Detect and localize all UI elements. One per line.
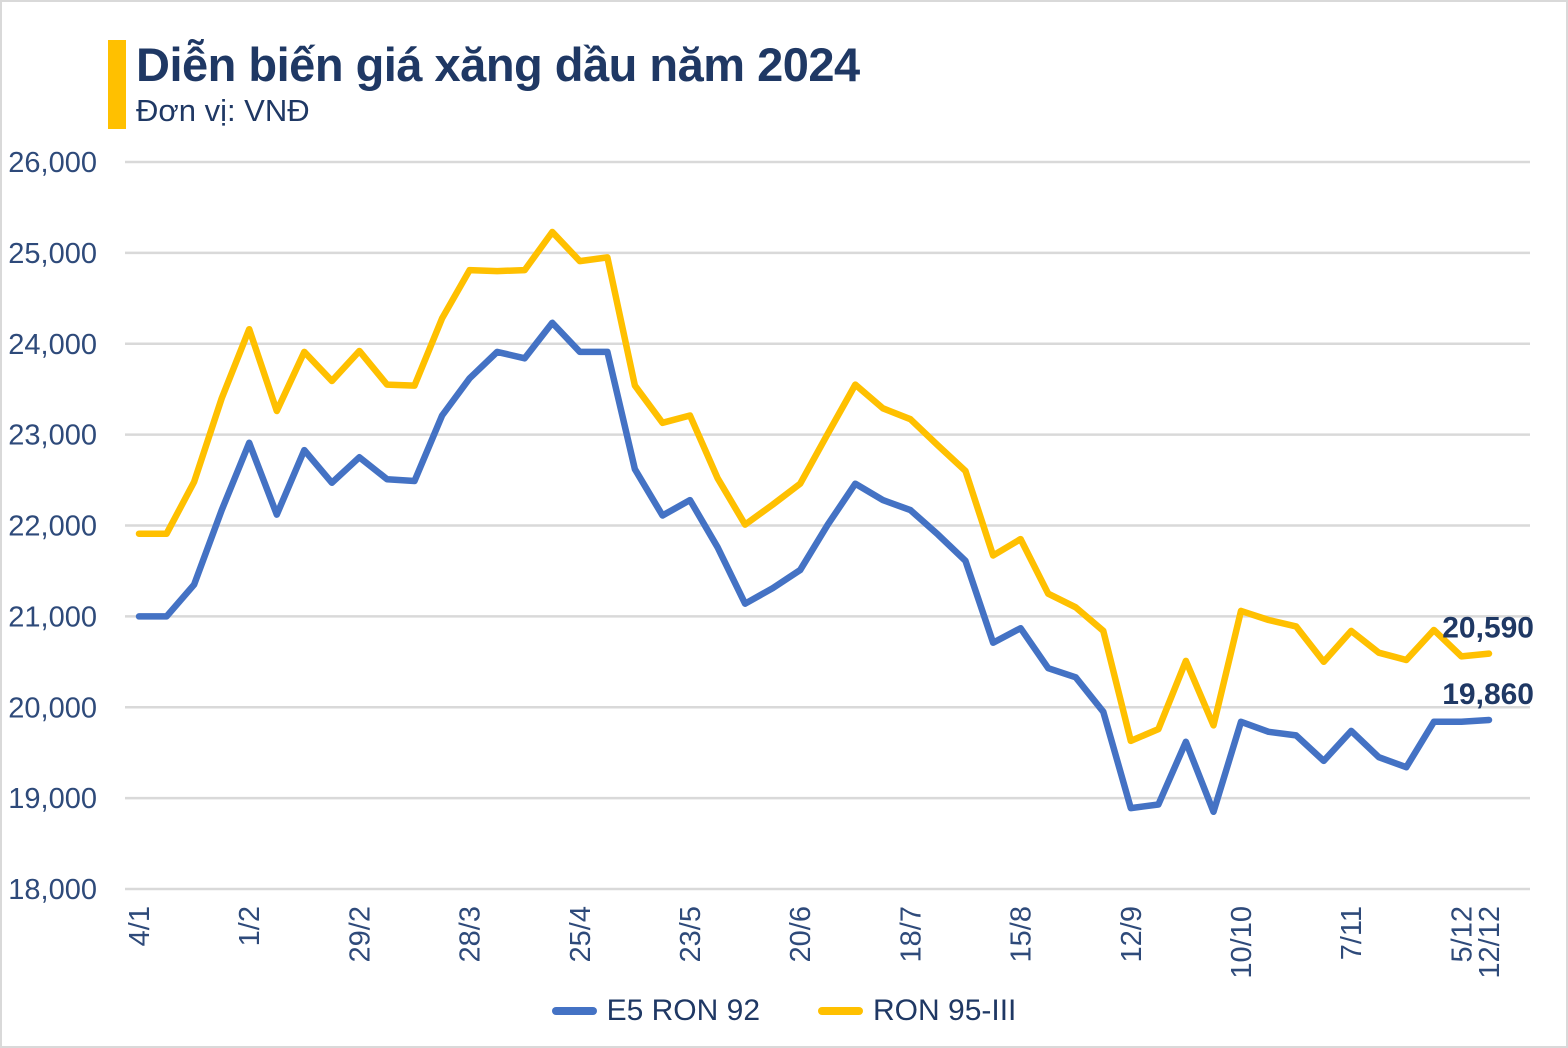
y-axis-tick-label: 18,000 bbox=[8, 874, 97, 906]
y-axis-tick-label: 19,000 bbox=[8, 783, 97, 815]
legend-swatch-ron-95-iii bbox=[818, 1007, 864, 1015]
y-axis-tick-label: 23,000 bbox=[8, 420, 97, 452]
legend-label-e5-ron-92: E5 RON 92 bbox=[606, 994, 761, 1027]
x-axis-tick-label: 28/3 bbox=[455, 906, 487, 962]
x-axis-tick-label: 5/12 bbox=[1446, 906, 1478, 962]
x-axis-tick-label: 23/5 bbox=[675, 906, 707, 962]
series-end-value-label-ron-95-iii: 20,590 bbox=[1442, 612, 1534, 645]
x-axis-tick-label: 1/2 bbox=[234, 906, 266, 946]
x-axis-tick-label: 10/10 bbox=[1226, 906, 1258, 979]
y-axis-tick-label: 20,000 bbox=[8, 692, 97, 724]
chart-legend: E5 RON 92 RON 95-III bbox=[2, 994, 1566, 1028]
chart-header: Diễn biến giá xăng dầu năm 2024 Đơn vị: … bbox=[108, 40, 860, 130]
legend-item-e5-ron-92: E5 RON 92 bbox=[551, 994, 761, 1028]
legend-item-ron-95-iii: RON 95-III bbox=[818, 994, 1016, 1028]
chart-unit-label: Đơn vị: VNĐ bbox=[136, 93, 310, 129]
x-axis-tick-label: 20/6 bbox=[785, 906, 817, 962]
chart-title: Diễn biến giá xăng dầu năm 2024 bbox=[136, 38, 860, 91]
x-axis-tick-label: 15/8 bbox=[1006, 906, 1038, 962]
legend-swatch-e5-ron-92 bbox=[551, 1007, 597, 1015]
x-axis-tick-label: 18/7 bbox=[895, 906, 927, 962]
x-axis-tick-label: 4/1 bbox=[124, 906, 156, 946]
y-axis-tick-label: 24,000 bbox=[8, 329, 97, 361]
series-line-e5-ron-92 bbox=[135, 319, 1493, 816]
x-axis-tick-label: 12/9 bbox=[1116, 906, 1148, 962]
x-axis-tick-label: 12/12 bbox=[1474, 906, 1506, 979]
series-end-value-label-e5-ron-92: 19,860 bbox=[1442, 678, 1534, 711]
y-axis-tick-label: 26,000 bbox=[8, 147, 97, 179]
title-block: Diễn biến giá xăng dầu năm 2024 Đơn vị: … bbox=[136, 40, 860, 129]
series-line-ron-95-iii bbox=[135, 228, 1493, 745]
x-axis-tick-label: 29/2 bbox=[344, 906, 376, 962]
legend-label-ron-95-iii: RON 95-III bbox=[873, 994, 1017, 1027]
y-axis-tick-label: 25,000 bbox=[8, 238, 97, 270]
y-axis-tick-label: 21,000 bbox=[8, 601, 97, 633]
x-axis-tick-label: 25/4 bbox=[565, 906, 597, 962]
x-axis-tick-label: 7/11 bbox=[1336, 906, 1368, 960]
y-axis-tick-label: 22,000 bbox=[8, 511, 97, 543]
title-accent-bar bbox=[108, 40, 126, 130]
